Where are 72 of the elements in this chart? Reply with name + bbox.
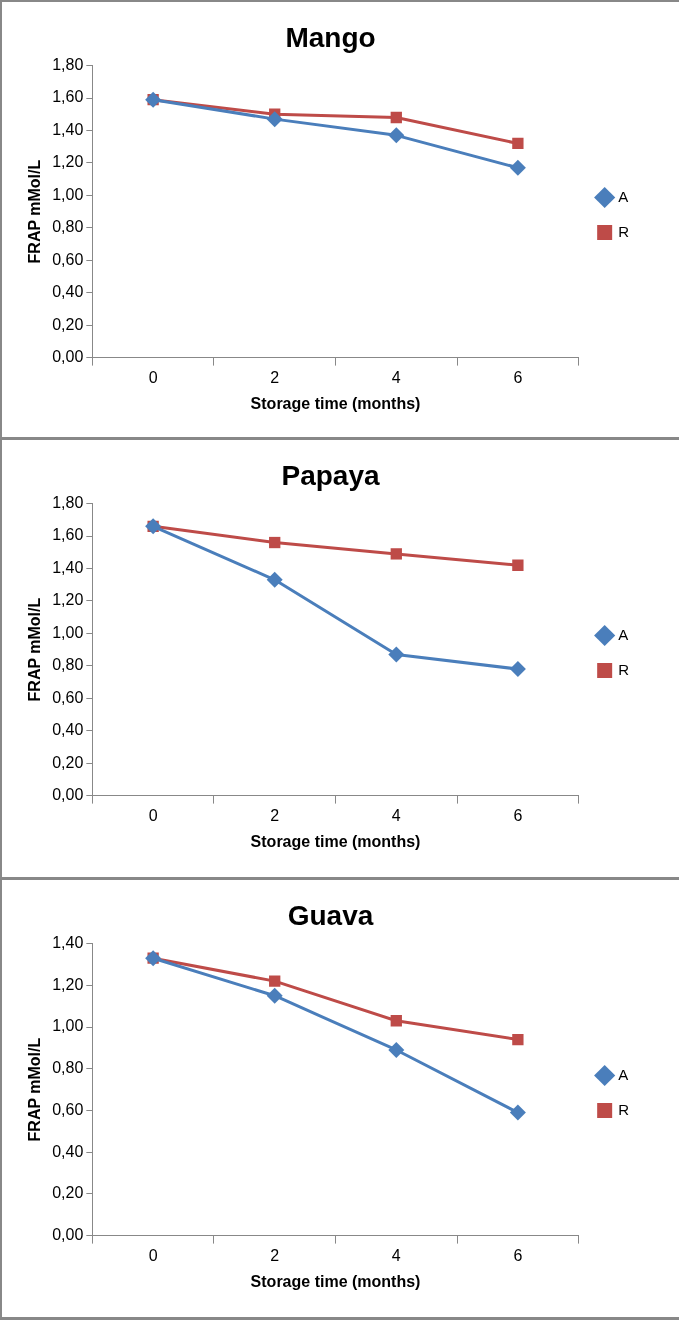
legend-label: R xyxy=(618,222,630,240)
point xyxy=(509,661,526,678)
point xyxy=(390,1015,402,1027)
x-tick-label: 6 xyxy=(513,368,523,386)
point xyxy=(509,1104,526,1121)
x-tick-label: 2 xyxy=(270,368,280,386)
y-tick-label: 0,80 xyxy=(52,656,84,674)
point xyxy=(509,159,526,176)
x-tick-label: 4 xyxy=(391,1246,401,1264)
y-tick-label: 1,20 xyxy=(52,975,84,993)
x-tick-label: 2 xyxy=(270,1246,280,1264)
x-tick-label: 6 xyxy=(513,1246,523,1264)
legend-label: A xyxy=(618,625,629,643)
y-tick-label: 0,40 xyxy=(52,1142,84,1160)
y-tick-label: 0,60 xyxy=(52,1100,84,1118)
point xyxy=(512,559,524,571)
y-tick-label: 1,20 xyxy=(52,153,84,171)
point xyxy=(388,1041,405,1058)
x-tick-label: 4 xyxy=(391,368,401,386)
y-tick-label: 1,60 xyxy=(52,526,84,544)
legend-label: R xyxy=(618,1100,630,1118)
y-tick-label: 1,00 xyxy=(52,1017,84,1035)
x-tick-label: 6 xyxy=(513,806,523,824)
x-tick-label: 0 xyxy=(148,1246,158,1264)
x-axis-title: Storage time (months) xyxy=(250,394,421,412)
chart-title: Guava xyxy=(287,899,374,931)
point xyxy=(266,111,283,128)
y-tick-label: 1,40 xyxy=(52,558,84,576)
point xyxy=(390,548,402,560)
chart-title: Papaya xyxy=(281,459,380,491)
y-tick-label: 1,00 xyxy=(52,185,84,203)
point xyxy=(266,571,283,588)
x-axis-title: Storage time (months) xyxy=(250,832,421,850)
legend-label: R xyxy=(618,660,630,678)
y-tick-label: 1,80 xyxy=(52,56,84,74)
legend-label: A xyxy=(618,1065,629,1083)
y-axis-title: FRAP mMol/L xyxy=(26,597,44,702)
y-axis-title: FRAP mMol/L xyxy=(26,1037,44,1142)
chart-title: Mango xyxy=(285,21,376,53)
y-tick-label: 0,60 xyxy=(52,688,84,706)
point xyxy=(512,137,524,150)
y-tick-label: 0,00 xyxy=(52,348,84,366)
y-tick-label: 0,80 xyxy=(52,218,84,236)
y-tick-label: 1,40 xyxy=(52,120,84,138)
y-tick-label: 0,20 xyxy=(52,1184,84,1202)
y-tick-label: 0,20 xyxy=(52,753,84,771)
point xyxy=(388,646,405,663)
point xyxy=(269,975,281,987)
y-tick-label: 1,40 xyxy=(52,934,84,952)
y-tick-label: 0,20 xyxy=(52,315,84,333)
point xyxy=(390,111,402,124)
y-tick-label: 1,80 xyxy=(52,494,84,512)
x-tick-label: 0 xyxy=(148,806,158,824)
x-axis-title: Storage time (months) xyxy=(250,1272,421,1290)
point xyxy=(388,127,405,144)
y-tick-label: 0,40 xyxy=(52,283,84,301)
x-tick-label: 0 xyxy=(148,368,158,386)
y-tick-label: 1,00 xyxy=(52,623,84,641)
y-tick-label: 0,80 xyxy=(52,1059,84,1077)
point xyxy=(269,536,281,549)
y-tick-label: 1,20 xyxy=(52,591,84,609)
legend-label: A xyxy=(618,187,629,205)
point xyxy=(512,1033,524,1046)
x-tick-label: 4 xyxy=(391,806,401,824)
y-tick-label: 0,60 xyxy=(52,250,84,268)
y-tick-label: 0,40 xyxy=(52,721,84,739)
point xyxy=(266,987,283,1004)
y-tick-label: 1,60 xyxy=(52,88,84,106)
y-tick-label: 0,00 xyxy=(52,786,84,804)
x-tick-label: 2 xyxy=(270,806,280,824)
y-tick-label: 0,00 xyxy=(52,1226,84,1244)
y-axis-title: FRAP mMol/L xyxy=(26,159,44,264)
